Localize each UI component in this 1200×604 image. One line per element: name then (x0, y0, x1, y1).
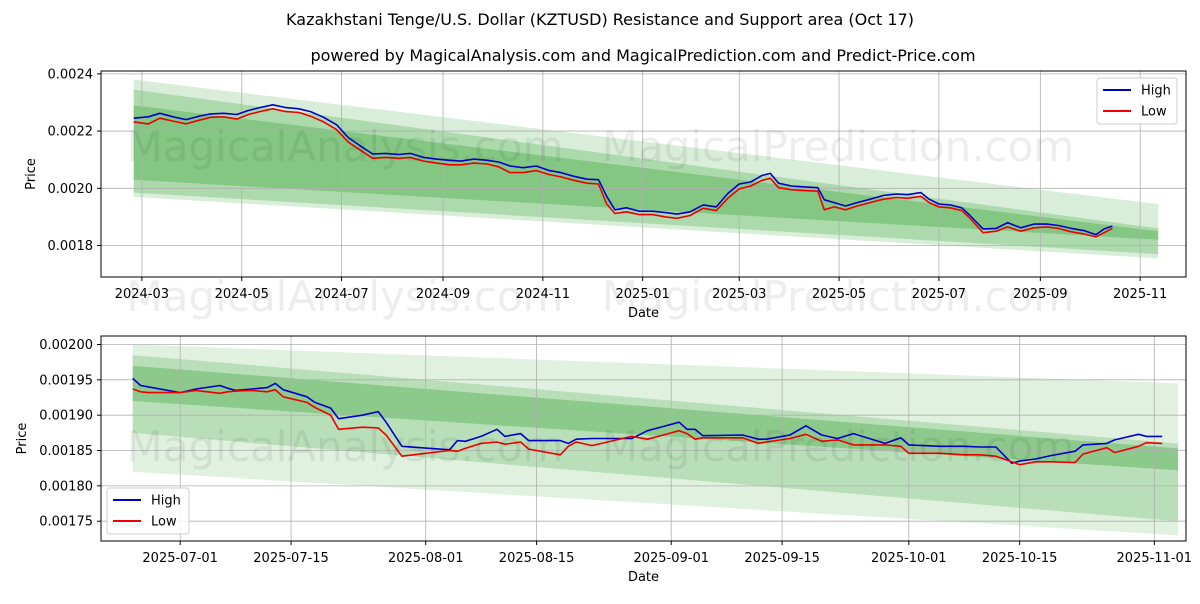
chart-legend: High Low (106, 487, 190, 535)
x-tick-label: 2025-09-15 (744, 551, 820, 566)
legend-label-high: High (1141, 84, 1171, 99)
x-tick-label: 2025-03 (712, 287, 766, 302)
watermark-text: MagicalPrediction.com (602, 272, 1075, 321)
chart-title: Kazakhstani Tenge/U.S. Dollar (KZTUSD) R… (286, 10, 914, 29)
plot-area (101, 71, 1186, 277)
y-tick-label: 0.0024 (48, 67, 94, 82)
x-tick-label: 2025-01 (616, 287, 670, 302)
chart-subtitle: powered by MagicalAnalysis.com and Magic… (310, 46, 975, 65)
bottom-chart-panel: MagicalAnalysis.com MagicalPrediction.com… (15, 335, 1193, 585)
legend-label-high: High (151, 494, 181, 509)
support-resistance-band (132, 365, 1179, 471)
plot-area (101, 336, 1186, 541)
x-tick-label: 2025-07 (912, 287, 966, 302)
y-tick-label: 0.00175 (39, 515, 93, 530)
watermark-text: MagicalPrediction.com (602, 422, 1075, 471)
support-resistance-band (133, 79, 1159, 259)
y-tick-label: 0.0020 (48, 182, 94, 197)
y-tick-label: 0.0018 (48, 239, 94, 254)
axes-frame (100, 335, 1187, 542)
x-tick-label: 2025-10-01 (871, 551, 947, 566)
support-resistance-band (132, 344, 1179, 536)
y-tick-label: 0.00200 (39, 338, 93, 353)
legend-label-low: Low (1141, 105, 1167, 120)
legend-label-low: Low (151, 515, 177, 530)
x-tick-label: 2025-11 (1113, 287, 1167, 302)
x-tick-label: 2025-10-15 (982, 551, 1058, 566)
x-tick-label: 2025-08-15 (499, 551, 575, 566)
watermark-text: MagicalPrediction.com (602, 122, 1075, 171)
watermark-text: MagicalAnalysis.com (127, 422, 564, 471)
series-line-high (132, 377, 1163, 464)
x-axis-label: Date (628, 306, 659, 321)
x-tick-label: 2025-05 (812, 287, 866, 302)
axes-frame (100, 70, 1187, 278)
x-tick-label: 2024-09 (416, 287, 470, 302)
x-tick-label: 2025-09-01 (633, 551, 709, 566)
x-tick-label: 2024-05 (215, 287, 269, 302)
chart-legend: High Low (1096, 77, 1178, 125)
x-tick-label: 2025-08-01 (388, 551, 464, 566)
x-tick-label: 2024-11 (516, 287, 570, 302)
support-resistance-band (132, 355, 1179, 522)
y-tick-label: 0.00190 (39, 409, 93, 424)
top-chart-panel: MagicalAnalysis.com MagicalPrediction.com… (24, 67, 1187, 321)
x-tick-label: 2025-09 (1013, 287, 1067, 302)
x-tick-label: 2025-11-01 (1117, 551, 1193, 566)
x-axis-label: Date (628, 570, 659, 585)
y-tick-label: 0.00180 (39, 479, 93, 494)
watermark-text: MagicalAnalysis.com (127, 272, 564, 321)
y-axis-label: Price (24, 158, 39, 190)
y-axis-label: Price (15, 423, 30, 455)
x-tick-label: 2024-07 (314, 287, 368, 302)
x-tick-label: 2025-07-01 (142, 551, 218, 566)
support-resistance-band (133, 105, 1159, 240)
y-tick-label: 0.00195 (39, 373, 93, 388)
x-tick-label: 2024-03 (115, 287, 169, 302)
series-line-low (133, 108, 1113, 238)
series-line-low (132, 388, 1163, 466)
watermark-text: MagicalAnalysis.com (127, 122, 564, 171)
series-line-high (133, 104, 1113, 236)
y-tick-label: 0.00185 (39, 444, 93, 459)
x-tick-label: 2025-07-15 (253, 551, 329, 566)
y-tick-label: 0.0022 (48, 125, 94, 140)
